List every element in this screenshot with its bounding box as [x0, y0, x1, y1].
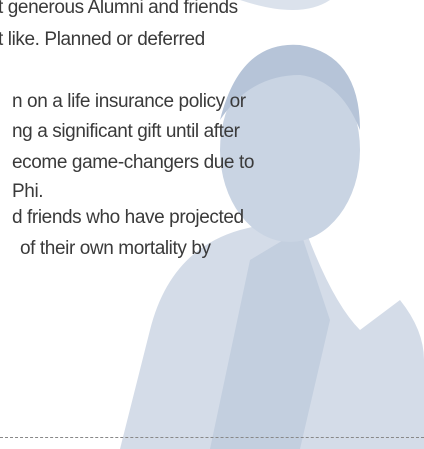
- dashed-separator: [0, 437, 424, 438]
- text-line: ecome game-changers due to: [12, 152, 254, 174]
- text-line: Phi.: [12, 181, 43, 203]
- text-line: n on a life insurance policy or: [12, 91, 246, 113]
- text-line: t like. Planned or deferred: [0, 29, 205, 51]
- text-line: t generous Alumni and friends: [0, 0, 238, 19]
- portrait-top: [240, 0, 330, 10]
- page: t generous Alumni and friends t like. Pl…: [0, 0, 424, 449]
- text-line: ng a significant gift until after: [12, 121, 240, 143]
- text-line: d friends who have projected: [12, 207, 244, 229]
- text-line: of their own mortality by: [20, 238, 211, 260]
